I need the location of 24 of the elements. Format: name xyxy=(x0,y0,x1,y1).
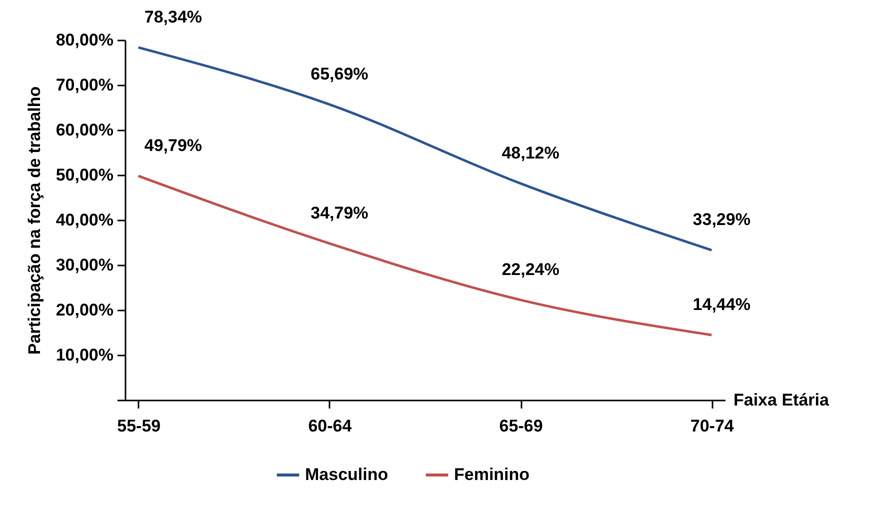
data-label: 49,79% xyxy=(144,136,202,155)
legend-label: Feminino xyxy=(454,465,530,484)
x-axis-title: Faixa Etária xyxy=(734,390,830,410)
y-tick-label: 60,00% xyxy=(56,120,114,140)
y-tick-label: 80,00% xyxy=(56,30,114,50)
legend-label: Masculino xyxy=(305,465,388,484)
data-label: 48,12% xyxy=(502,143,560,162)
data-label: 14,44% xyxy=(692,295,750,314)
x-tick-label: 70-74 xyxy=(690,416,734,436)
data-label: 33,29% xyxy=(692,210,750,230)
y-tick-label: 40,00% xyxy=(56,210,114,230)
y-tick-label: 70,00% xyxy=(56,76,114,94)
y-tick-label: 20,00% xyxy=(56,300,114,320)
y-tick-label: 50,00% xyxy=(56,166,114,184)
y-axis-title: Participação na força de trabalho xyxy=(24,86,44,355)
data-label: 65,69% xyxy=(310,64,368,84)
x-tick-label: 60-64 xyxy=(308,416,352,436)
data-label: 34,79% xyxy=(310,203,368,222)
x-tick-label: 55-59 xyxy=(117,416,161,436)
data-label: 78,34% xyxy=(144,7,202,26)
data-label: 22,24% xyxy=(502,260,560,279)
y-tick-label: 10,00% xyxy=(56,346,114,364)
y-tick-label: 30,00% xyxy=(56,256,114,274)
x-tick-label: 65-69 xyxy=(499,416,543,436)
